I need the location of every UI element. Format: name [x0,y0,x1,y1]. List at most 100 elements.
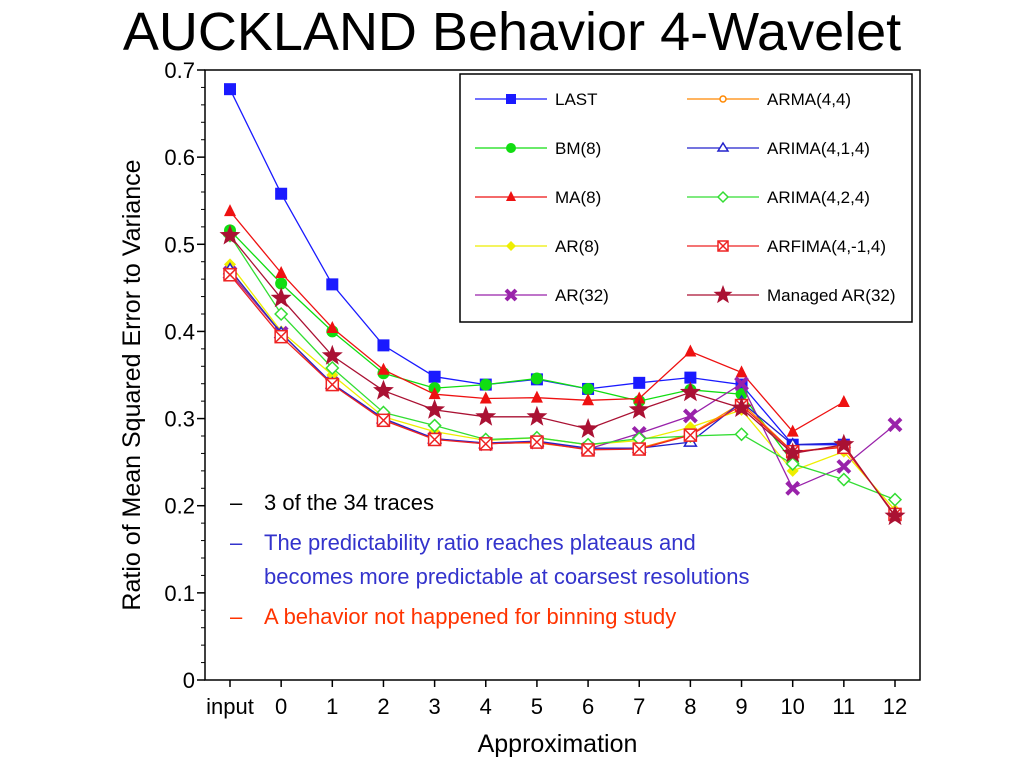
data-point [782,442,804,463]
data-point [428,370,441,383]
data-point [377,339,390,352]
legend-box [459,73,913,323]
x-tick-label: 3 [428,694,440,719]
y-axis-title: Ratio of Mean Squared Error to Variance [118,159,146,610]
series-layer [219,83,906,526]
data-point [428,387,441,400]
y-tick-label: 0.6 [164,145,195,170]
data-point [582,393,595,406]
legend: LAST BM(8) MA(8) AR(8) AR(32) ARMA(4,4) ARIMA(… [459,73,913,323]
data-point [326,278,339,291]
series-line [229,235,896,501]
x-axis: input 0 1 2 3 4 5 6 7 8 9 10 11 12 [206,680,907,719]
x-tick-label: input [206,694,254,719]
legend-label: AR(32) [555,286,609,305]
legend-marker [713,285,733,304]
data-point [326,320,339,333]
legend-label: BM(8) [555,139,601,158]
data-point [224,83,236,96]
data-point [632,442,646,456]
data-point [735,365,748,378]
legend-label: ARFIMA(4,-1,4) [767,237,886,256]
y-tick-label: 0.2 [164,494,195,519]
data-point [427,418,442,433]
data-point [223,268,237,282]
data-point [479,437,493,451]
x-tick-label: 12 [883,694,907,719]
x-tick-label: 1 [326,694,338,719]
data-point [325,360,340,376]
y-tick-label: 0 [183,668,195,693]
data-point [427,432,442,447]
legend-marker [506,241,516,251]
note-dash: – [230,604,243,629]
data-point [377,362,390,375]
series-ma-8- [224,204,850,437]
legend-marker [506,191,516,201]
data-point [325,377,340,392]
series-managed-ar-32- [219,224,906,526]
data-point [633,376,646,389]
legend-item: LAST [475,90,598,109]
data-point [224,204,236,217]
note-text-continued: becomes more predictable at coarsest res… [264,564,749,589]
x-tick-label: 7 [633,694,645,719]
legend-item: AR(8) [475,237,599,256]
data-point [582,382,595,395]
data-point [376,413,391,428]
data-point [530,372,543,385]
legend-item: ARMA(4,4) [687,90,851,109]
data-point [424,398,446,419]
legend-label: Managed AR(32) [767,286,896,305]
x-tick-label: 11 [832,694,855,719]
y-tick-label: 0.1 [164,581,195,606]
data-point [479,391,492,404]
data-point [628,398,650,419]
data-point [270,287,292,308]
data-point [475,405,497,426]
legend-label: ARIMA(4,2,4) [767,188,870,207]
data-point [734,376,749,392]
legend-label: MA(8) [555,188,601,207]
y-axis: 0 0.1 0.2 0.3 0.4 0.5 0.6 0.7 [164,58,205,693]
data-point [577,418,599,438]
data-point [785,456,800,471]
data-point [837,395,850,408]
x-tick-label: 10 [780,694,804,719]
data-point [785,480,801,496]
note-dash: – [230,530,243,555]
legend-marker [506,143,516,153]
data-point [633,391,646,404]
x-tick-label: 0 [275,694,287,719]
legend-marker [504,288,518,302]
data-point [373,379,394,400]
legend-marker [506,94,516,104]
legend-item: Managed AR(32) [687,285,896,305]
data-point [581,443,595,457]
note-text: The predictability ratio reaches plateau… [264,530,696,555]
legend-item: AR(32) [475,286,609,305]
data-point [833,433,855,454]
legend-item: ARFIMA(4,-1,4) [687,237,886,256]
legend-label: ARMA(4,4) [767,90,851,109]
data-point [274,329,288,344]
legend-marker [717,240,729,252]
data-point [275,266,288,279]
data-point [530,390,543,403]
legend-label: LAST [555,90,598,109]
legend-item: MA(8) [475,188,601,207]
legend-marker [716,190,730,204]
data-point [275,187,288,200]
y-tick-label: 0.3 [164,407,195,432]
series-arfima-4-1-4- [223,268,902,522]
data-point [682,408,698,424]
legend-marker [719,95,727,103]
y-tick-label: 0.4 [164,319,195,344]
data-point [275,277,288,290]
legend-item: BM(8) [475,139,601,158]
data-point [321,344,343,365]
data-point [530,435,544,449]
legend-label: AR(8) [555,237,599,256]
data-point [479,378,492,391]
